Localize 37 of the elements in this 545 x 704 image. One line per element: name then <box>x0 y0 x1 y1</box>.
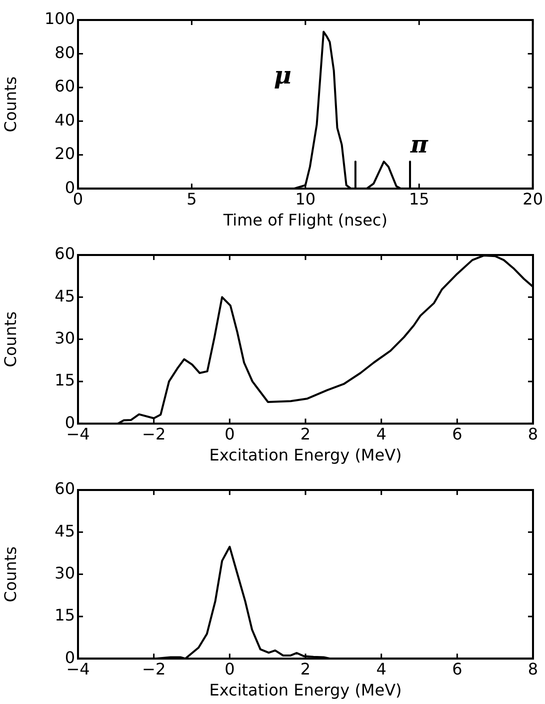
y-tick-label: 60 <box>54 244 75 264</box>
x-axis-title: Excitation Energy (MeV) <box>209 446 402 465</box>
y-tick-label: 30 <box>54 563 75 582</box>
x-tick-label: 0 <box>224 659 235 678</box>
y-axis-title: Counts <box>0 76 20 132</box>
x-axis-title: Excitation Energy (MeV) <box>209 680 402 700</box>
y-axis-title: Counts <box>0 546 20 602</box>
x-tick-label: 4 <box>376 424 386 444</box>
x-tick-label: 2 <box>300 659 311 678</box>
x-tick-label: 0 <box>224 424 235 444</box>
x-tick-label: 8 <box>528 659 538 678</box>
y-axis-title: Counts <box>0 311 20 368</box>
y-tick-label: 45 <box>54 286 75 306</box>
x-tick-label: 2 <box>300 424 311 444</box>
annotation: μ <box>274 60 292 90</box>
annotation: π <box>409 130 428 159</box>
x-tick-label: 10 <box>295 189 316 208</box>
y-tick-label: 80 <box>54 42 75 62</box>
y-tick-label: 45 <box>54 521 75 540</box>
y-tick-label: 40 <box>54 110 75 130</box>
x-tick-label: 6 <box>452 659 462 678</box>
y-tick-label: 15 <box>54 606 75 625</box>
y-tick-label: 60 <box>54 479 75 498</box>
x-tick-label: 4 <box>376 659 386 678</box>
x-tick-label: −2 <box>142 659 166 678</box>
y-tick-label: 100 <box>44 9 75 28</box>
x-tick-label: 5 <box>186 189 197 208</box>
x-tick-label: 15 <box>408 189 430 208</box>
y-tick-label: 15 <box>54 370 75 390</box>
x-tick-label: −2 <box>142 424 166 444</box>
y-tick-label: 30 <box>54 328 75 348</box>
x-tick-label: 8 <box>528 424 538 444</box>
x-tick-label: 20 <box>522 189 543 208</box>
y-tick-label: 60 <box>54 76 75 96</box>
x-tick-label: 6 <box>452 424 462 444</box>
y-tick-label: 20 <box>54 144 75 164</box>
x-axis-title: Time of Flight (nsec) <box>222 210 388 230</box>
